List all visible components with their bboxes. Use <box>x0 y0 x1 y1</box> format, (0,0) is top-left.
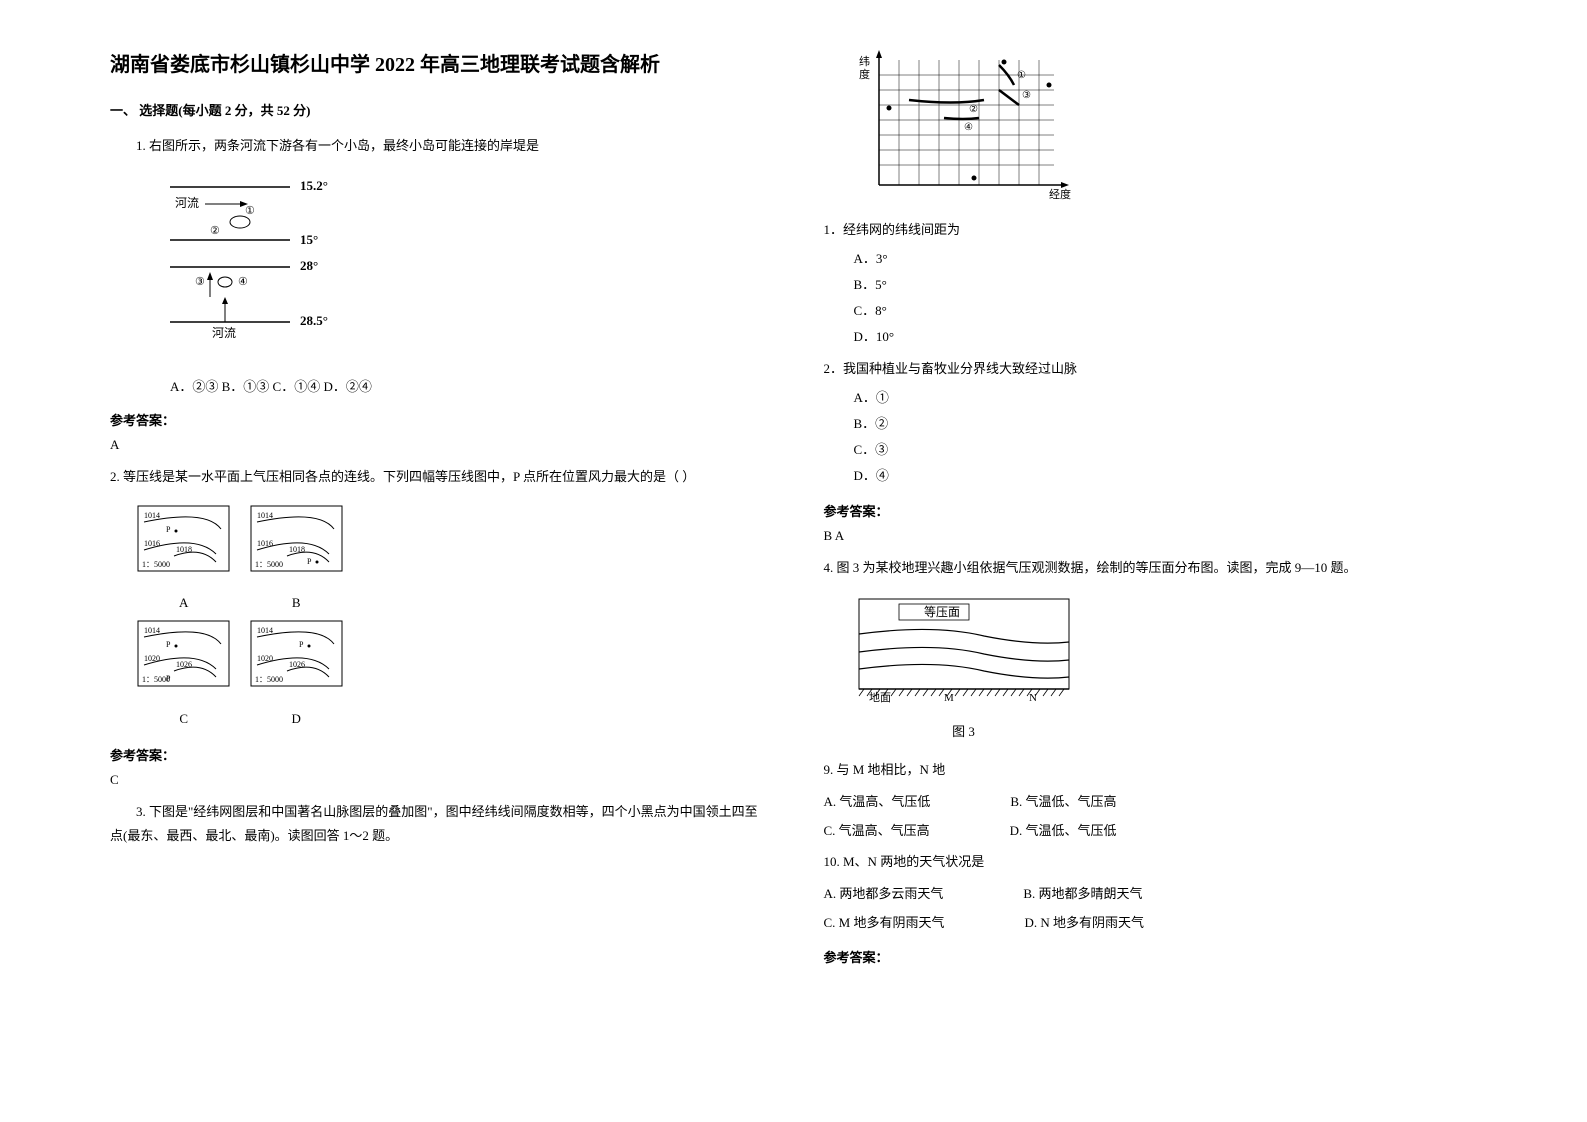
label-a: A <box>130 591 238 614</box>
svg-text:②: ② <box>969 104 978 115</box>
ground-label: 地面 <box>869 691 891 704</box>
q4-sub9-text: 9. 与 M 地相比，N 地 <box>824 758 1478 781</box>
svg-text:1：5000: 1：5000 <box>255 560 283 569</box>
lat-28: 28° <box>300 258 318 273</box>
svg-text:1：5000: 1：5000 <box>142 560 170 569</box>
mark-1: ① <box>245 205 255 217</box>
q3-sub2: 2．我国种植业与畜牧业分界线大致经过山脉 A．① B．② C．③ D．④ <box>824 358 1478 489</box>
q4-diagram: 等压面 <box>854 594 1478 743</box>
q3-sub1-options: A．3° B．5° C．8° D．10° <box>854 246 1478 350</box>
q4-answer-label: 参考答案： <box>824 947 1478 966</box>
q3-answer: B A <box>824 528 1478 544</box>
q3-sub1-text: 1．经纬网的纬线间距为 <box>824 219 1478 238</box>
label-d: D <box>243 707 351 730</box>
q3-sub1-opt-b: B．5° <box>854 272 1478 298</box>
q1-answer-label: 参考答案： <box>110 410 764 429</box>
river-label-1: 河流 <box>175 196 199 210</box>
svg-text:1：5000: 1：5000 <box>142 675 170 684</box>
q3-sub2-options: A．① B．② C．③ D．④ <box>854 385 1478 489</box>
q3-map-diagram: 纬 度 经度 <box>854 50 1478 204</box>
question-3: 3. 下图是"经纬网图层和中国著名山脉图层的叠加图"，图中经纬线间隔度数相等，四… <box>110 800 764 847</box>
svg-text:1：5000: 1：5000 <box>255 675 283 684</box>
q4-sub10-c: C. M 地多有阴雨天气 <box>824 911 945 934</box>
svg-text:1014: 1014 <box>144 626 160 635</box>
label-b: B <box>243 591 351 614</box>
question-1: 1. 右图所示，两条河流下游各有一个小岛，最终小岛可能连接的岸堤是 15.2° … <box>110 134 764 398</box>
right-column: 纬 度 经度 <box>794 50 1508 1072</box>
xlabel: 经度 <box>1049 187 1071 200</box>
q2-text: 2. 等压线是某一水平面上气压相同各点的连线。下列四幅等压线图中，P 点所在位置… <box>110 465 764 488</box>
svg-text:1014: 1014 <box>144 511 160 520</box>
q2-answer: C <box>110 772 764 788</box>
svg-text:度: 度 <box>859 67 870 81</box>
label-c: C <box>130 707 238 730</box>
ylabel: 纬 <box>859 55 870 68</box>
lat-15-2: 15.2° <box>300 178 328 193</box>
q1-diagram: 15.2° 河流 ① ② 15° 28° ③ ④ 28 <box>150 172 764 359</box>
q4-sub9-c: C. 气温高、气压高 <box>824 819 930 842</box>
q3-sub2-opt-c: C．③ <box>854 437 1478 463</box>
q3-sub1-opt-a: A．3° <box>854 246 1478 272</box>
q4-sub10-row2: C. M 地多有阴雨天气 D. N 地多有阴雨天气 <box>824 911 1478 934</box>
q4-sub9-b: B. 气温低、气压高 <box>1010 790 1116 813</box>
svg-text:④: ④ <box>964 122 973 133</box>
q4-sub10-row1: A. 两地都多云雨天气 B. 两地都多晴朗天气 <box>824 882 1478 905</box>
q3-answer-label: 参考答案： <box>824 501 1478 520</box>
q3-sub2-text: 2．我国种植业与畜牧业分界线大致经过山脉 <box>824 358 1478 377</box>
q4-caption: 图 3 <box>864 720 1064 743</box>
q4-sub10-a: A. 两地都多云雨天气 <box>824 882 944 905</box>
m-label: M <box>944 692 954 704</box>
mark-2: ② <box>210 225 220 237</box>
svg-text:P: P <box>307 557 312 566</box>
q4-sub10-d: D. N 地多有阴雨天气 <box>1024 911 1144 934</box>
q4-sub9-row2: C. 气温高、气压高 D. 气温低、气压低 <box>824 819 1478 842</box>
surface-label: 等压面 <box>924 605 960 619</box>
q2-answer-label: 参考答案： <box>110 745 764 764</box>
question-2: 2. 等压线是某一水平面上气压相同各点的连线。下列四幅等压线图中，P 点所在位置… <box>110 465 764 730</box>
mark-3: ③ <box>195 276 205 288</box>
river-label-2: 河流 <box>212 326 236 340</box>
q2-diagrams: 1014 P 1016 1018 1：5000 A 1014 <box>130 504 350 731</box>
n-label: N <box>1029 692 1037 704</box>
left-column: 湖南省娄底市杉山镇杉山中学 2022 年高三地理联考试题含解析 一、 选择题(每… <box>80 50 794 1072</box>
q3-sub1-opt-c: C．8° <box>854 298 1478 324</box>
lat-28-5: 28.5° <box>300 313 328 328</box>
q3-sub1-opt-d: D．10° <box>854 324 1478 350</box>
q3-sub2-opt-d: D．④ <box>854 463 1478 489</box>
svg-text:1014: 1014 <box>257 626 273 635</box>
question-4: 4. 图 3 为某校地理兴趣小组依据气压观测数据，绘制的等压面分布图。读图，完成… <box>824 556 1478 935</box>
q3-sub2-opt-b: B．② <box>854 411 1478 437</box>
q4-text: 4. 图 3 为某校地理兴趣小组依据气压观测数据，绘制的等压面分布图。读图，完成… <box>824 556 1478 579</box>
lat-15: 15° <box>300 232 318 247</box>
pressure-cell-a: 1014 P 1016 1018 1：5000 A <box>130 504 238 615</box>
pressure-cell-b: 1014 1016 1018 P 1：5000 B <box>243 504 351 615</box>
section-header: 一、 选择题(每小题 2 分，共 52 分) <box>110 100 764 119</box>
svg-text:P: P <box>166 640 171 649</box>
svg-text:P: P <box>166 525 171 534</box>
q3-sub1: 1．经纬网的纬线间距为 A．3° B．5° C．8° D．10° <box>824 219 1478 350</box>
mark-4: ④ <box>238 276 248 288</box>
pressure-cell-d: 1014 P 1020 1026 1：5000 D <box>243 619 351 730</box>
svg-text:1014: 1014 <box>257 511 273 520</box>
q4-sub10-b: B. 两地都多晴朗天气 <box>1023 882 1142 905</box>
svg-text:P: P <box>299 640 304 649</box>
q3-text: 3. 下图是"经纬网图层和中国著名山脉图层的叠加图"，图中经纬线间隔度数相等，四… <box>110 800 764 847</box>
q1-options: A．②③ B．①③ C．①④ D．②④ <box>170 375 764 398</box>
pressure-cell-c: 1014 P 1020 1026 P 1：5000 C <box>130 619 238 730</box>
q4-sub9-a: A. 气温高、气压低 <box>824 790 931 813</box>
svg-text:①: ① <box>1017 70 1026 81</box>
q4-sub9-d: D. 气温低、气压低 <box>1010 819 1117 842</box>
page-title: 湖南省娄底市杉山镇杉山中学 2022 年高三地理联考试题含解析 <box>110 50 764 80</box>
q4-sub10-text: 10. M、N 两地的天气状况是 <box>824 850 1478 873</box>
q1-text: 1. 右图所示，两条河流下游各有一个小岛，最终小岛可能连接的岸堤是 <box>110 134 764 157</box>
q4-sub9-row1: A. 气温高、气压低 B. 气温低、气压高 <box>824 790 1478 813</box>
svg-text:③: ③ <box>1022 90 1031 101</box>
q1-answer: A <box>110 437 764 453</box>
q3-sub2-opt-a: A．① <box>854 385 1478 411</box>
